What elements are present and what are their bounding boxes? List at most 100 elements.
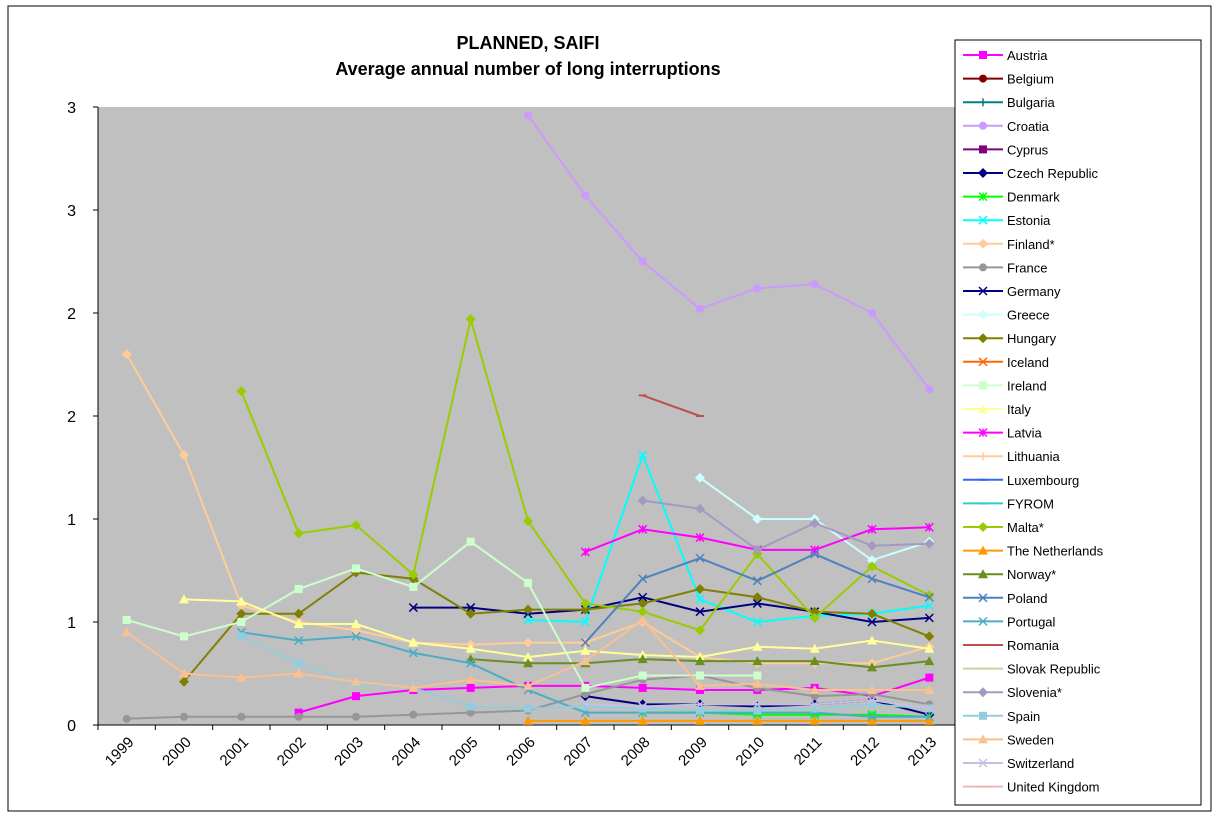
marker <box>524 578 532 587</box>
marker <box>978 428 988 438</box>
marker <box>580 638 590 648</box>
marker <box>978 192 988 202</box>
marker <box>752 576 762 586</box>
marker <box>753 284 762 293</box>
marker <box>580 699 590 709</box>
chart-title: PLANNED, SAIFI <box>456 33 599 53</box>
marker <box>523 715 533 725</box>
marker <box>924 538 935 549</box>
marker <box>978 616 988 626</box>
marker <box>351 631 361 641</box>
marker <box>466 683 475 692</box>
marker <box>867 662 877 672</box>
legend-label: Latvia <box>1007 426 1042 441</box>
legend-label: France <box>1007 260 1047 275</box>
marker <box>638 704 647 713</box>
marker <box>293 528 304 539</box>
chart-subtitle: Average annual number of long interrupti… <box>335 59 720 79</box>
marker <box>810 692 819 701</box>
marker <box>408 682 419 692</box>
marker <box>809 715 820 725</box>
marker <box>696 671 704 680</box>
marker <box>696 685 704 694</box>
marker <box>979 121 987 130</box>
legend-label: FYROM <box>1007 496 1054 511</box>
marker <box>523 516 533 527</box>
marker <box>979 711 987 720</box>
marker <box>867 561 877 572</box>
marker <box>466 658 476 668</box>
marker <box>351 676 361 686</box>
marker <box>523 652 533 662</box>
marker <box>466 708 475 717</box>
marker <box>580 656 591 666</box>
marker <box>695 503 705 514</box>
marker <box>752 598 762 608</box>
marker <box>752 699 762 709</box>
marker <box>638 592 648 602</box>
marker <box>638 671 647 680</box>
marker <box>180 632 188 641</box>
marker <box>293 668 304 678</box>
marker <box>695 656 705 666</box>
marker <box>978 593 988 603</box>
marker <box>237 618 246 626</box>
marker <box>638 524 648 534</box>
legend-label: Belgium <box>1007 72 1054 87</box>
marker <box>465 643 476 653</box>
marker <box>121 627 132 637</box>
marker <box>637 598 648 609</box>
marker <box>810 280 819 289</box>
legend-label: Hungary <box>1007 331 1057 346</box>
legend-label: Italy <box>1007 402 1031 417</box>
marker <box>695 607 705 617</box>
marker <box>867 555 877 566</box>
legend-label: Malta* <box>1007 520 1044 535</box>
legend-label: Croatia <box>1007 119 1050 134</box>
series-line <box>126 540 758 690</box>
marker <box>465 314 476 325</box>
marker <box>925 385 934 394</box>
marker <box>523 604 533 615</box>
marker <box>638 450 648 460</box>
marker <box>867 617 877 627</box>
marker <box>637 495 648 506</box>
marker <box>979 452 987 461</box>
marker <box>978 687 988 698</box>
marker <box>695 472 705 483</box>
marker <box>637 715 648 725</box>
marker <box>924 522 934 532</box>
marker <box>122 714 131 723</box>
marker <box>580 547 590 557</box>
marker <box>924 703 934 714</box>
marker <box>523 680 533 690</box>
marker <box>867 712 877 722</box>
marker <box>978 404 988 413</box>
legend-label: Switzerland <box>1007 756 1074 771</box>
marker <box>979 145 987 154</box>
marker <box>924 715 935 725</box>
marker <box>978 333 988 344</box>
marker <box>179 668 189 678</box>
marker <box>924 590 935 601</box>
marker <box>809 612 820 623</box>
legend-label: Lithuania <box>1007 449 1061 464</box>
marker <box>581 683 590 692</box>
marker <box>122 615 131 624</box>
marker <box>236 672 247 682</box>
legend-label: Denmark <box>1007 190 1060 205</box>
marker <box>580 604 591 615</box>
marker <box>637 654 648 664</box>
y-tick-label: 1 <box>67 512 76 529</box>
marker <box>580 715 591 725</box>
marker <box>924 684 935 694</box>
marker <box>924 592 934 602</box>
marker <box>978 734 988 744</box>
marker <box>352 712 360 721</box>
marker <box>695 553 705 563</box>
marker <box>696 304 704 313</box>
marker <box>179 594 189 604</box>
series-line <box>642 394 701 417</box>
marker <box>979 263 987 272</box>
legend-label: Sweden <box>1007 732 1054 747</box>
